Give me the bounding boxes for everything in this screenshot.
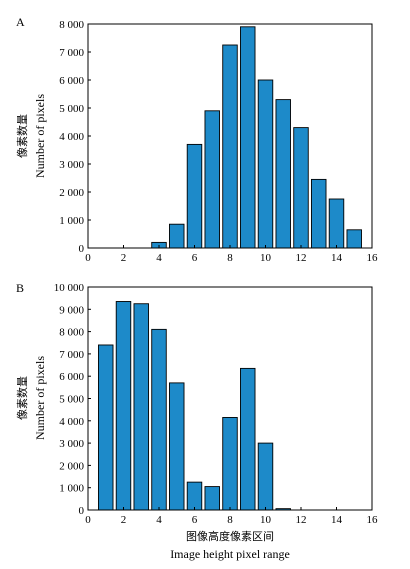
panel-b-xlabel-en: Image height pixel range [170, 547, 290, 561]
panel-b-ytick-label: 10 000 [54, 282, 85, 294]
panel-a-bar [346, 229, 362, 249]
panel-b-ytick-label: 6 000 [59, 371, 84, 383]
panel-b-bar [222, 417, 238, 511]
panel-a-bar [186, 143, 203, 249]
panel-a-bar [240, 26, 256, 249]
panel-a-ylabel-en: Number of pixels [33, 94, 47, 178]
panel-a-label: A [16, 15, 25, 29]
panel-b-xtick-label: 8 [227, 514, 233, 526]
panel-a-bar [257, 79, 274, 249]
panel-a-bar [222, 44, 238, 249]
panel-a-ylabel-cn: 像素数量 [16, 114, 29, 158]
panel-b-bar [98, 344, 114, 511]
panel-b-bar [115, 301, 132, 511]
panel-a-ytick-label: 4 000 [59, 131, 84, 143]
panel-a-xtick-label: 2 [121, 252, 127, 264]
panel-b-ylabel-cn: 像素数量 [16, 376, 29, 420]
panel-b-ytick-label: 3 000 [59, 438, 84, 450]
panel-b-bar [204, 486, 220, 511]
panel-b-bar [169, 382, 185, 511]
panel-a-ytick-label: 0 [79, 243, 85, 255]
panel-a-ytick-label: 2 000 [59, 187, 84, 199]
panel-a-ytick-label: 1 000 [59, 215, 84, 227]
panel-b-xtick-label: 10 [260, 514, 272, 526]
panel-b-bar [151, 328, 167, 511]
panel-a-ytick-label: 6 000 [59, 75, 84, 87]
panel-a-bar [311, 178, 327, 249]
panel-a-bar [328, 198, 345, 249]
panel-b-ytick-label: 5 000 [59, 394, 84, 406]
panel-a-ytick-label: 5 000 [59, 103, 84, 115]
panel-a-xtick-label: 6 [192, 252, 198, 264]
panel-b-xtick-label: 12 [296, 514, 307, 526]
panel-b-bar [240, 367, 256, 511]
panel-a-bar [293, 127, 309, 249]
panel-b-bar [257, 442, 274, 511]
panel-b-xtick-label: 14 [331, 514, 343, 526]
panel-b-ytick-label: 7 000 [59, 349, 84, 361]
panel-b-xtick-label: 4 [156, 514, 162, 526]
panel-b-bar [186, 481, 203, 511]
panel-b-ytick-label: 1 000 [59, 483, 84, 495]
panel-a-xtick-label: 0 [85, 252, 91, 264]
panel-b-bar [133, 303, 149, 511]
panel-a-bar [204, 110, 220, 249]
panel-a-bar [169, 223, 185, 249]
panel-a-ytick-label: 3 000 [59, 159, 84, 171]
panel-a-ytick-label: 8 000 [59, 19, 84, 31]
panel-b-ytick-label: 2 000 [59, 460, 84, 472]
panel-b-axes: 0 2 4 6 8 10 12 14 16 0 1 000 2 000 3 000 4 000 5 000 6… [54, 282, 378, 526]
panel-b-ytick-label: 8 000 [59, 327, 84, 339]
panel-a-xtick-label: 16 [367, 252, 379, 264]
panel-b-xtick-label: 16 [367, 514, 379, 526]
panel-a-xtick-label: 8 [227, 252, 233, 264]
panel-a-xtick-label: 10 [260, 252, 272, 264]
panel-b-ytick-label: 0 [79, 505, 85, 517]
panel-a-xtick-label: 14 [331, 252, 343, 264]
panel-b-bars [98, 301, 291, 511]
panel-b-xtick-label: 6 [192, 514, 198, 526]
panel-b-xlabel-cn: 图像高度像素区间 [186, 529, 274, 543]
panel-b-ytick-label: 9 000 [59, 304, 84, 316]
panel-b: B 像素数量 Number of pixels 0 2 4 6 8 10 12 14 16 0 1 … [16, 281, 378, 561]
panel-b-ytick-label: 4 000 [59, 416, 84, 428]
panel-a: A 像素数量 Number of pixels 0 2 4 6 8 10 12 14 16 0 1 … [16, 15, 378, 264]
panel-a-xtick-label: 4 [156, 252, 162, 264]
panel-b-xtick-label: 2 [121, 514, 127, 526]
panel-a-ytick-label: 7 000 [59, 47, 84, 59]
panel-b-ylabel-en: Number of pixels [33, 356, 47, 440]
panel-a-axes: 0 2 4 6 8 10 12 14 16 0 1 000 2 000 3 000 4 000 5 000 6… [59, 19, 378, 264]
panel-b-xtick-label: 0 [85, 514, 91, 526]
panel-a-bar [275, 99, 291, 249]
panel-a-xtick-label: 12 [296, 252, 307, 264]
panel-b-label: B [16, 281, 24, 295]
panel-a-bars [151, 26, 362, 249]
